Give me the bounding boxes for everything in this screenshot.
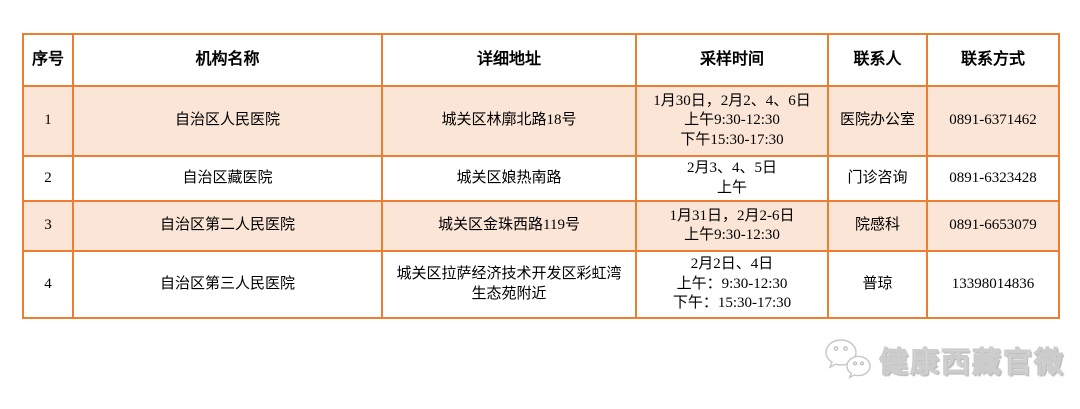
cell-address: 城关区娘热南路: [381, 155, 637, 202]
time-line: 上午：9:30-12:30: [676, 275, 788, 292]
cell-address: 城关区拉萨经济技术开发区彩虹湾 生态苑附近: [381, 250, 637, 319]
cell-no: 1: [22, 85, 74, 157]
table-row: 2 自治区藏医院 城关区娘热南路 2月3、4、5日 上午 门诊咨询 0891-6…: [22, 155, 1060, 202]
cell-sampling-time: 2月3、4、5日 上午: [635, 155, 829, 202]
cell-contact: 普琼: [827, 250, 928, 319]
time-line: 上午9:30-12:30: [684, 227, 780, 243]
cell-institution: 自治区人民医院: [72, 85, 383, 157]
address-line: 城关区拉萨经济技术开发区彩虹湾: [396, 266, 622, 282]
time-line: 下午：15:30-17:30: [672, 295, 792, 312]
cell-phone: 0891-6371462: [926, 85, 1060, 157]
header-no: 序号: [22, 33, 74, 87]
table-header-row: 序号 机构名称 详细地址 采样时间 联系人 联系方式: [22, 33, 1060, 87]
header-institution: 机构名称: [72, 33, 383, 87]
wechat-icon: [825, 339, 871, 379]
cell-address: 城关区金珠西路119号: [381, 200, 637, 252]
time-line: 2月3、4、5日: [686, 160, 777, 176]
cell-sampling-time: 1月31日，2月2-6日 上午9:30-12:30: [635, 200, 829, 252]
cell-institution: 自治区藏医院: [72, 155, 383, 202]
cell-contact: 医院办公室: [827, 85, 928, 157]
watermark-text: 健康西藏官微: [878, 347, 1066, 380]
header-address: 详细地址: [381, 33, 637, 87]
time-line: 1月30日，2月2、4、6日: [653, 92, 811, 109]
time-line: 上午9:30-12:30: [684, 112, 780, 129]
cell-institution: 自治区第三人民医院: [72, 250, 383, 319]
time-line: 1月31日，2月2-6日: [669, 207, 795, 224]
watermark: 健康西藏官微: [824, 338, 1065, 382]
cell-phone: 13398014836: [926, 250, 1060, 319]
header-phone: 联系方式: [926, 33, 1060, 87]
cell-sampling-time: 1月30日，2月2、4、6日 上午9:30-12:30 下午15:30-17:3…: [635, 85, 829, 157]
cell-institution: 自治区第二人民医院: [72, 200, 383, 252]
cell-phone: 0891-6323428: [926, 155, 1060, 202]
address-line: 生态苑附近: [471, 285, 547, 302]
cell-sampling-time: 2月2日、4日 上午：9:30-12:30 下午：15:30-17:30: [635, 250, 829, 319]
table-row: 4 自治区第三人民医院 城关区拉萨经济技术开发区彩虹湾 生态苑附近 2月2日、4…: [22, 250, 1060, 319]
header-contact: 联系人: [827, 33, 928, 87]
sampling-schedule-table: 序号 机构名称 详细地址 采样时间 联系人 联系方式 1 自治区人民医院 城关区…: [22, 33, 1060, 319]
table-row: 3 自治区第二人民医院 城关区金珠西路119号 1月31日，2月2-6日 上午9…: [22, 200, 1060, 252]
time-line: 上午: [716, 179, 747, 196]
cell-no: 3: [22, 200, 74, 252]
cell-contact: 院感科: [827, 200, 928, 252]
time-line: 下午15:30-17:30: [680, 131, 784, 148]
header-sampling-time: 采样时间: [635, 33, 829, 87]
table-row: 1 自治区人民医院 城关区林廓北路18号 1月30日，2月2、4、6日 上午9:…: [22, 85, 1060, 157]
cell-no: 4: [22, 250, 74, 319]
cell-phone: 0891-6653079: [926, 200, 1060, 252]
time-line: 2月2日、4日: [690, 256, 774, 273]
cell-address: 城关区林廓北路18号: [381, 85, 637, 157]
cell-contact: 门诊咨询: [827, 155, 928, 202]
cell-no: 2: [22, 155, 74, 202]
